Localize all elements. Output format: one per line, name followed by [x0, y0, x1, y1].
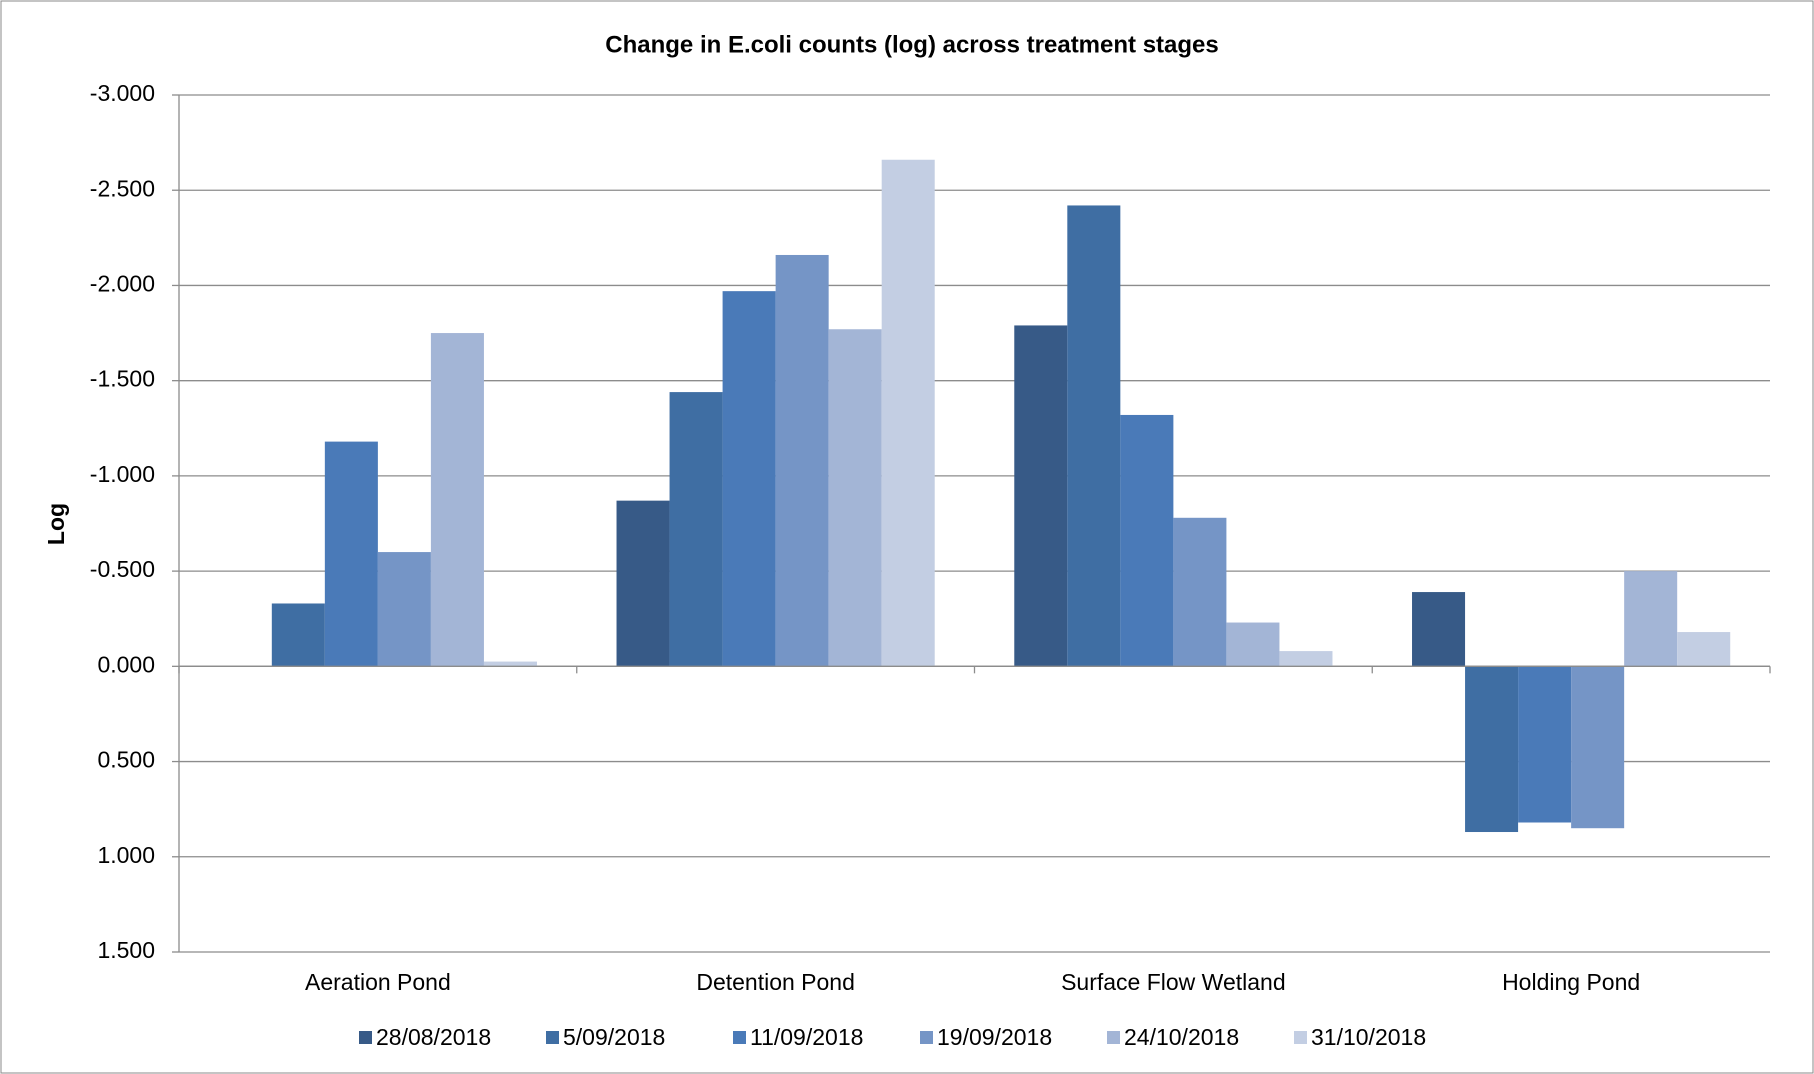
bar	[1465, 666, 1519, 833]
bar	[483, 661, 537, 667]
chart-title: Change in E.coli counts (log) across tre…	[605, 31, 1218, 58]
legend-label: 11/09/2018	[750, 1024, 863, 1050]
y-tick-label: 0.000	[97, 651, 155, 677]
y-tick-label: 1.000	[97, 842, 155, 868]
legend-swatch	[1107, 1031, 1120, 1044]
bar	[1279, 651, 1333, 667]
legend-label: 5/09/2018	[563, 1024, 665, 1050]
y-tick-label: -1.500	[90, 366, 155, 392]
bar	[1067, 205, 1121, 667]
bar	[1518, 666, 1572, 823]
bar	[1014, 325, 1068, 667]
legend-label: 31/10/2018	[1311, 1024, 1426, 1050]
legend-label: 28/08/2018	[376, 1024, 491, 1050]
bar	[775, 254, 829, 667]
bar	[1412, 592, 1466, 667]
bar	[881, 159, 935, 667]
bar	[324, 441, 378, 667]
y-tick-label: -1.000	[90, 461, 155, 487]
legend-label: 24/10/2018	[1124, 1024, 1239, 1050]
y-tick-label: 1.500	[97, 937, 155, 963]
bar	[430, 333, 484, 667]
x-tick-label: Surface Flow Wetland	[1061, 969, 1286, 995]
bar	[1677, 632, 1731, 667]
bar	[669, 392, 723, 667]
x-tick-label: Detention Pond	[696, 969, 855, 995]
bar	[722, 291, 776, 667]
y-tick-label: -2.500	[90, 175, 155, 201]
legend-label: 19/09/2018	[937, 1024, 1052, 1050]
x-tick-label: Holding Pond	[1502, 969, 1640, 995]
y-axis-title: Log	[43, 503, 69, 545]
y-tick-label: -2.000	[90, 271, 155, 297]
legend-swatch	[733, 1031, 746, 1044]
bar	[377, 552, 431, 667]
y-tick-label: -0.500	[90, 556, 155, 582]
x-tick-label: Aeration Pond	[305, 969, 451, 995]
bar	[1571, 666, 1625, 829]
bar	[1173, 517, 1227, 667]
legend-swatch	[546, 1031, 559, 1044]
bar	[1120, 414, 1174, 667]
bar	[828, 329, 882, 667]
y-tick-label: 0.500	[97, 747, 155, 773]
bar	[1624, 571, 1678, 667]
bar	[616, 500, 670, 667]
bar	[1226, 622, 1280, 667]
legend-swatch	[359, 1031, 372, 1044]
y-tick-label: -3.000	[90, 80, 155, 106]
bar	[271, 603, 325, 667]
legend-swatch	[920, 1031, 933, 1044]
legend-swatch	[1294, 1031, 1307, 1044]
